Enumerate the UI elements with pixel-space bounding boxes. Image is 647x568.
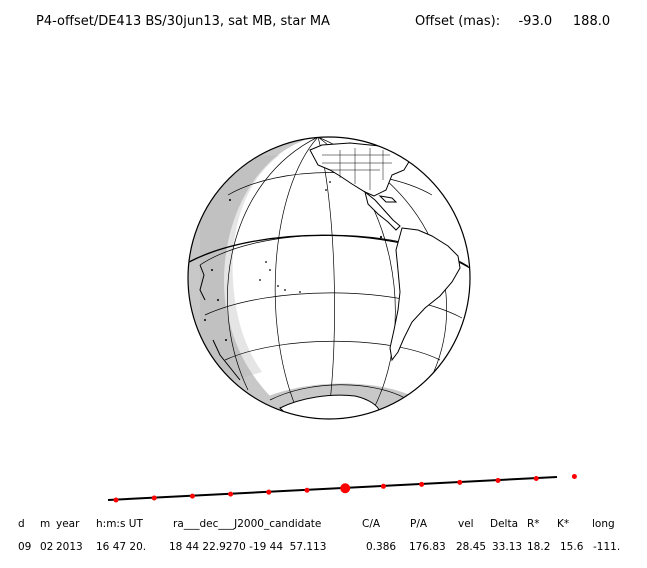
cell-long: -111. [593, 541, 621, 553]
col-header-m: m [40, 518, 51, 530]
cell-d: 09 [18, 541, 32, 553]
col-header-radec: ra___dec___J2000_candidate [173, 518, 322, 530]
col-header-time: h:m:s UT [96, 518, 143, 530]
track-dot [457, 479, 463, 485]
north-america [309, 142, 411, 197]
cell-radec: 18 44 22.9270 -19 44 57.113 [169, 541, 327, 553]
track-dot [380, 483, 386, 489]
cell-pa: 176.83 [409, 541, 446, 553]
track-dot [419, 481, 425, 487]
state-borders [322, 148, 392, 190]
caribbean-islands [378, 195, 398, 203]
cell-time: 16 47 20. [96, 541, 147, 553]
pacific-islands [204, 181, 383, 341]
col-header-vel: vel [458, 518, 474, 530]
track-line [107, 476, 558, 501]
track-dot [495, 477, 501, 483]
globe-outline [187, 136, 471, 420]
track-dot-highlight [340, 483, 351, 494]
south-america [389, 227, 461, 362]
asia-edge [199, 264, 241, 381]
cell-year: 2013 [56, 541, 83, 553]
col-header-ca: C/A [362, 518, 381, 530]
track-dot [151, 495, 157, 501]
antarctica [279, 394, 381, 419]
offset-readout: Offset (mas): -93.0 188.0 [415, 14, 610, 29]
earth-globe [187, 136, 471, 420]
chart-title: P4-offset/DE413 BS/30jun13, sat MB, star… [36, 14, 330, 29]
track-dot [113, 497, 119, 503]
track-dot [266, 489, 272, 495]
cell-m: 02 [40, 541, 54, 553]
offset-value-dec: 188.0 [572, 14, 611, 29]
col-header-d: d [18, 518, 25, 530]
cell-kstar: 15.6 [560, 541, 584, 553]
track-dot [571, 474, 577, 480]
col-header-rstar: R* [527, 518, 540, 530]
central-america [364, 190, 401, 231]
col-header-year: year [56, 518, 80, 530]
track-dot [189, 493, 195, 499]
cell-rstar: 18.2 [527, 541, 551, 553]
cell-ca: 0.386 [366, 541, 397, 553]
track-dot [228, 491, 234, 497]
track-dot [304, 487, 310, 493]
col-header-long: long [592, 518, 615, 530]
col-header-kstar: K* [557, 518, 570, 530]
continents [279, 142, 461, 419]
col-header-delta: Delta [490, 518, 519, 530]
track-dot [533, 475, 539, 481]
shadow-track [107, 474, 577, 503]
offset-value-ra: -93.0 [518, 14, 553, 29]
col-header-pa: P/A [410, 518, 428, 530]
cell-vel: 28.45 [456, 541, 487, 553]
offset-label: Offset (mas): [415, 14, 501, 29]
cell-delta: 33.13 [492, 541, 523, 553]
night-shadow-inner [200, 155, 280, 390]
